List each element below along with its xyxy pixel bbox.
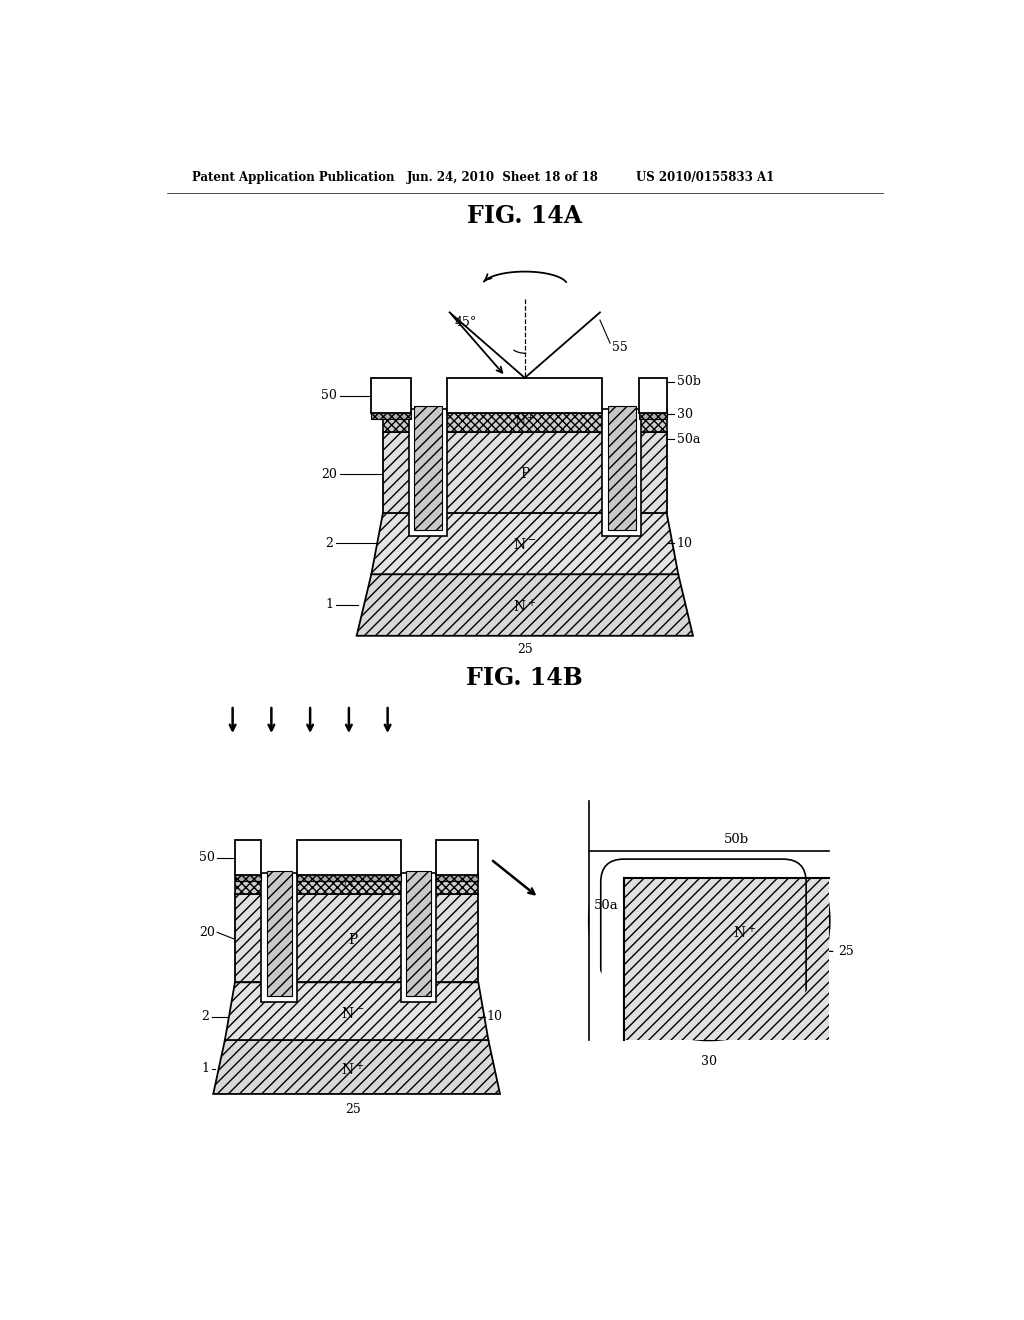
Bar bbox=[436, 840, 478, 875]
Circle shape bbox=[589, 801, 829, 1040]
Text: 2: 2 bbox=[202, 1010, 209, 1023]
Text: Jun. 24, 2010  Sheet 18 of 18: Jun. 24, 2010 Sheet 18 of 18 bbox=[407, 172, 599, 185]
Bar bbox=[436, 873, 478, 880]
Text: N$^+$: N$^+$ bbox=[342, 876, 364, 892]
Bar bbox=[297, 840, 400, 875]
Polygon shape bbox=[372, 512, 678, 574]
Bar bbox=[589, 801, 624, 1040]
Text: 1: 1 bbox=[202, 1063, 209, 1074]
Text: 50: 50 bbox=[322, 389, 337, 403]
Bar bbox=[589, 759, 829, 878]
Bar bbox=[602, 409, 641, 536]
Text: 25: 25 bbox=[517, 643, 532, 656]
Bar bbox=[639, 409, 667, 418]
Bar bbox=[414, 407, 442, 531]
Text: 55: 55 bbox=[612, 341, 628, 354]
Text: FIG. 14B: FIG. 14B bbox=[467, 667, 583, 690]
Polygon shape bbox=[225, 982, 488, 1040]
Text: 2: 2 bbox=[326, 537, 334, 550]
Bar bbox=[234, 875, 478, 894]
Bar bbox=[409, 409, 447, 536]
Bar bbox=[607, 407, 636, 531]
Text: N$^+$: N$^+$ bbox=[341, 1061, 365, 1078]
Text: 50a: 50a bbox=[677, 433, 700, 446]
Text: 10: 10 bbox=[677, 537, 692, 550]
Text: N$^-$: N$^-$ bbox=[341, 1006, 365, 1020]
Bar bbox=[639, 378, 667, 413]
Text: 25: 25 bbox=[839, 945, 854, 958]
Text: N$^-$: N$^-$ bbox=[513, 537, 537, 553]
Text: Patent Application Publication: Patent Application Publication bbox=[191, 172, 394, 185]
Bar bbox=[383, 432, 667, 512]
Bar bbox=[261, 873, 297, 1002]
Text: N$^+$: N$^+$ bbox=[514, 414, 536, 430]
Bar bbox=[589, 801, 829, 1040]
Bar bbox=[297, 873, 400, 880]
Text: N$^+$: N$^+$ bbox=[513, 598, 537, 615]
Bar bbox=[447, 378, 602, 413]
Text: 30: 30 bbox=[701, 1055, 717, 1068]
Bar bbox=[234, 873, 261, 880]
Text: 50a: 50a bbox=[594, 899, 618, 912]
Text: 25: 25 bbox=[345, 1102, 360, 1115]
Polygon shape bbox=[356, 574, 693, 636]
Text: 30: 30 bbox=[677, 408, 692, 421]
Bar bbox=[372, 409, 411, 418]
Bar bbox=[383, 413, 667, 432]
Bar bbox=[372, 378, 411, 413]
Text: 20: 20 bbox=[199, 925, 215, 939]
Bar bbox=[234, 840, 261, 875]
Bar bbox=[234, 894, 478, 982]
Polygon shape bbox=[213, 1040, 500, 1094]
Text: P: P bbox=[348, 933, 357, 946]
Text: US 2010/0155833 A1: US 2010/0155833 A1 bbox=[636, 172, 774, 185]
Text: 45°: 45° bbox=[455, 317, 477, 329]
Text: N$^+$: N$^+$ bbox=[732, 924, 756, 941]
Text: P: P bbox=[520, 467, 529, 480]
Text: 1: 1 bbox=[326, 598, 334, 611]
Text: 50b: 50b bbox=[677, 375, 700, 388]
Text: 20: 20 bbox=[322, 467, 337, 480]
Text: FIG. 14A: FIG. 14A bbox=[467, 205, 583, 228]
Bar bbox=[407, 871, 431, 997]
Text: 10: 10 bbox=[486, 1010, 502, 1023]
Text: 50: 50 bbox=[199, 851, 215, 865]
Bar bbox=[400, 873, 436, 1002]
Bar bbox=[266, 871, 292, 997]
Text: 50b: 50b bbox=[724, 833, 749, 846]
